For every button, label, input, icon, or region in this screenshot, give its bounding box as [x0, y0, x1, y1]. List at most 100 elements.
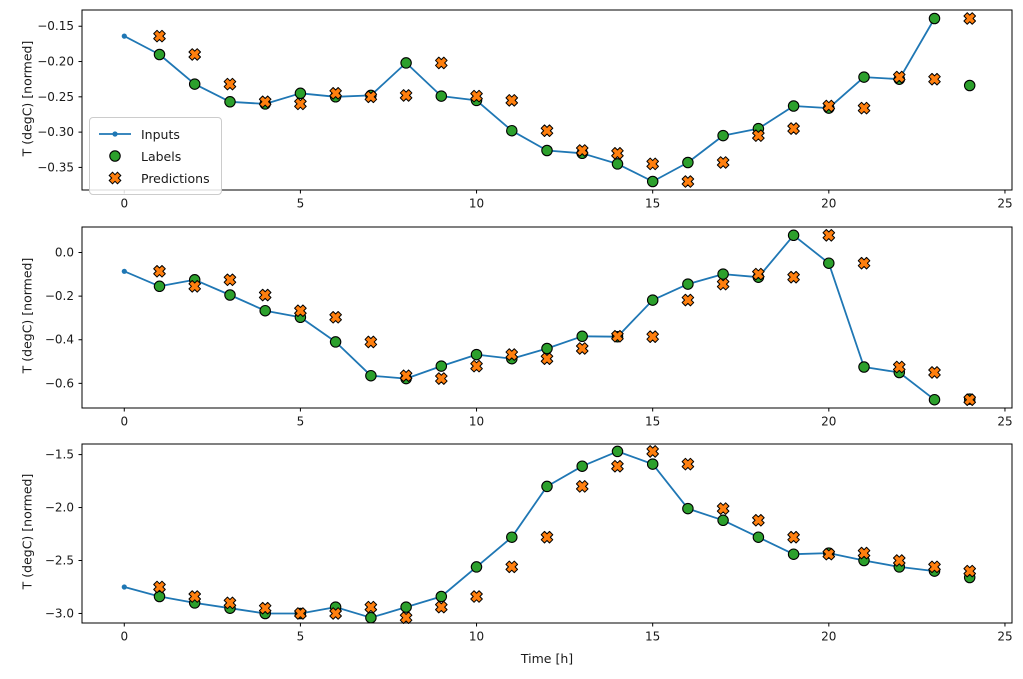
labels-marker	[787, 548, 800, 560]
predictions-marker	[223, 273, 237, 287]
predictions-marker	[611, 459, 624, 473]
predictions-marker	[787, 122, 800, 135]
labels-marker	[928, 393, 941, 406]
inputs-line	[123, 234, 936, 401]
predictions-marker	[223, 596, 237, 610]
predictions-marker	[963, 564, 977, 578]
labels-marker	[435, 590, 448, 603]
labels-marker	[259, 304, 271, 317]
labels-marker	[787, 229, 800, 242]
x-tick-label: 0	[120, 630, 128, 644]
labels-marker	[717, 268, 729, 280]
xlabel-time: Time [h]	[520, 651, 574, 666]
labels-marker	[153, 280, 166, 293]
legend-icon-svg	[108, 171, 122, 185]
x-tick-label: 20	[821, 415, 836, 429]
legend-icon-svg	[109, 150, 121, 162]
predictions-marker	[857, 546, 871, 560]
predictions-marker	[540, 352, 554, 366]
predictions-marker	[928, 72, 941, 86]
x-tick-label: 5	[297, 197, 305, 211]
labels-marker	[506, 531, 518, 543]
predictions-marker	[892, 554, 906, 567]
predictions-marker	[752, 267, 765, 281]
predictions-marker	[329, 607, 342, 620]
predictions-marker	[188, 48, 202, 61]
predictions-marker	[294, 607, 307, 620]
y-tick-label: −1.5	[45, 448, 74, 462]
inputs-line-icon	[98, 126, 132, 142]
predictions-marker	[787, 270, 800, 284]
predictions-marker	[716, 502, 730, 515]
predictions-marker	[575, 144, 589, 157]
labels-marker	[858, 71, 870, 83]
y-tick-label: −0.35	[37, 160, 74, 174]
predictions-marker	[716, 156, 730, 169]
labels-marker	[541, 144, 553, 157]
predictions-marker	[329, 310, 342, 324]
axes-frame	[81, 226, 1013, 409]
predictions-marker	[364, 600, 378, 614]
predictions-marker	[188, 280, 202, 293]
subplot-1: 0 5 10 15 20 25 −0.15 −0.20 −0.25 −0.30 −0.35	[37, 9, 1013, 211]
labels-marker	[646, 294, 659, 306]
predictions-marker	[435, 600, 448, 614]
subplot-2: 0 5 10 15 20 25 0.0 −0.2 −0.4 −0.6	[45, 226, 1013, 429]
inputs-point-marker	[121, 33, 127, 39]
x-tick-label: 15	[645, 197, 660, 211]
labels-marker	[470, 348, 483, 361]
predictions-marker	[892, 360, 906, 374]
y-tick-label: −0.2	[45, 289, 74, 303]
legend-item-labels: Labels	[98, 145, 210, 167]
labels-marker	[717, 129, 729, 142]
predictions-marker	[294, 97, 307, 111]
predictions-marker	[963, 393, 977, 407]
x-tick-label: 10	[469, 197, 484, 211]
inputs-line	[123, 18, 936, 183]
y-tick-label: −0.4	[45, 333, 74, 347]
labels-marker	[294, 87, 307, 100]
predictions-marker	[787, 530, 800, 544]
predictions-marker	[575, 342, 589, 355]
predictions-marker	[399, 369, 413, 383]
predictions-marker	[857, 101, 871, 115]
labels-marker	[717, 514, 729, 527]
predictions-marker	[435, 372, 448, 385]
y-tick-label: −3.0	[45, 606, 74, 620]
predictions-marker	[716, 277, 730, 291]
labels-marker	[646, 458, 659, 470]
labels-marker	[752, 531, 765, 543]
x-tick-label: 20	[821, 630, 836, 644]
labels-marker	[963, 79, 976, 92]
labels-marker	[435, 90, 448, 102]
labels-marker	[153, 48, 166, 61]
x-tick-label: 10	[469, 630, 484, 644]
labels-marker	[400, 57, 412, 69]
labels-marker	[576, 330, 588, 343]
predictions-x-icon	[98, 170, 132, 186]
predictions-marker	[857, 256, 871, 270]
x-tick-label: 25	[997, 630, 1012, 644]
predictions-marker	[646, 445, 659, 458]
x-tick-label: 5	[297, 415, 305, 429]
ylabel-subplot-2: T (degC) [normed]	[19, 257, 35, 374]
labels-marker	[576, 460, 588, 472]
predictions-marker	[963, 12, 977, 25]
x-tick-label: 15	[645, 630, 660, 644]
predictions-marker	[540, 530, 554, 544]
legend-label-predictions: Predictions	[141, 170, 210, 186]
legend-item-inputs: Inputs	[98, 123, 210, 145]
labels-marker	[611, 445, 624, 458]
predictions-marker	[153, 29, 166, 43]
x-tick-label: 10	[469, 415, 484, 429]
predictions-marker	[364, 335, 378, 349]
predictions-marker	[505, 94, 519, 107]
y-tick-label: −0.6	[45, 376, 74, 390]
predictions-marker	[470, 590, 483, 603]
labels-marker	[682, 502, 694, 515]
predictions-marker	[540, 124, 554, 138]
y-tick-label: −2.0	[45, 501, 74, 515]
labels-marker	[541, 480, 553, 493]
